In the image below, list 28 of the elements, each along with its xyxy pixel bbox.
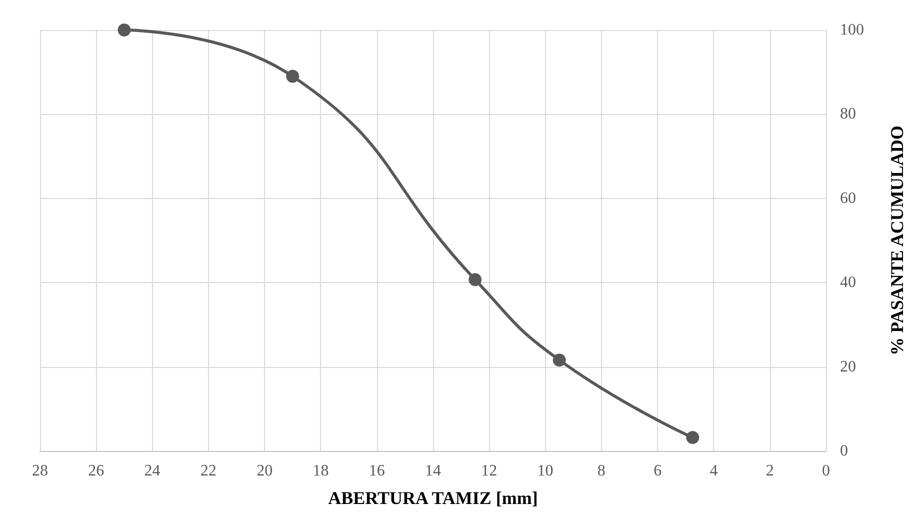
y-tick-label: 80 xyxy=(840,106,856,123)
x-tick-label: 12 xyxy=(481,462,498,480)
x-tick-label: 0 xyxy=(822,462,830,480)
x-tick-label: 18 xyxy=(312,462,329,480)
x-tick-label: 28 xyxy=(32,462,48,480)
point xyxy=(118,24,131,36)
y-tick-label: 40 xyxy=(840,274,856,292)
y-tick-label: 0 xyxy=(840,442,848,460)
x-tick-label: 16 xyxy=(368,462,385,480)
x-tick-label: 24 xyxy=(144,462,160,480)
point xyxy=(286,70,300,83)
x-tick-label: 6 xyxy=(654,462,662,480)
x-axis-title: ABERTURA TAMIZ [mm] xyxy=(328,488,538,508)
x-tick-label: 22 xyxy=(200,462,216,480)
x-tick-label: 4 xyxy=(710,462,718,480)
x-tick-label: 20 xyxy=(256,462,273,480)
x-tick-label: 8 xyxy=(597,462,606,480)
x-tick-label: 2 xyxy=(766,462,774,480)
x-tick-label: 14 xyxy=(425,462,441,480)
y-tick-label: 100 xyxy=(840,22,864,38)
point xyxy=(552,354,566,367)
x-tick-label: 10 xyxy=(537,462,554,480)
x-tick-label: 26 xyxy=(88,462,104,480)
y-tick-label: 20 xyxy=(840,358,856,376)
y-axis-title: % PASANTE ACUMULADO xyxy=(887,126,907,356)
y-tick-label: 60 xyxy=(840,190,856,207)
point xyxy=(468,273,482,286)
point xyxy=(686,431,700,444)
